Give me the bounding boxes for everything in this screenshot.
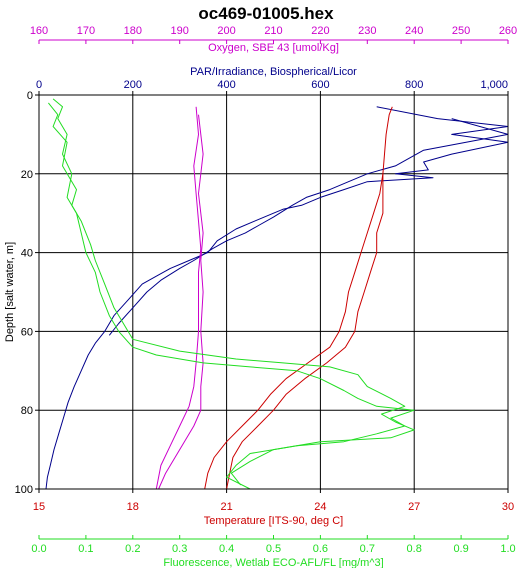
y-tick-label: 100	[15, 484, 33, 496]
oxygen-tick-label: 220	[311, 25, 329, 37]
oxygen-profile-line	[155, 106, 202, 490]
y-tick-label: 60	[21, 326, 33, 338]
y-tick-label: 20	[21, 169, 33, 181]
oxygen-tick-label: 260	[499, 25, 517, 37]
oxygen-tick-label: 180	[124, 25, 142, 37]
fluorescence-tick-label: 0.9	[453, 543, 468, 555]
fluorescence-tick-label: 0.5	[266, 543, 281, 555]
fluorescence-tick-label: 0.7	[360, 543, 375, 555]
fluorescence-tick-label: 0.1	[78, 543, 93, 555]
fluorescence-tick-label: 0.6	[313, 543, 328, 555]
oxygen-tick-label: 230	[358, 25, 376, 37]
temperature-profile-line	[204, 106, 393, 490]
temperature-tick-label: 18	[127, 501, 139, 513]
temperature-tick-label: 27	[408, 501, 420, 513]
oxygen-tick-label: 190	[171, 25, 189, 37]
temperature-tick-label: 21	[220, 501, 232, 513]
oxygen-axis-label: Oxygen, SBE 43 [umol/Kg]	[208, 42, 339, 54]
fluorescence-profile-line	[48, 102, 415, 486]
fluorescence-tick-label: 0.4	[219, 543, 234, 555]
data-series	[45, 98, 509, 490]
oxygen-tick-label: 210	[264, 25, 282, 37]
par-tick-label: 400	[217, 79, 235, 91]
y-axis-label: Depth [salt water, m]	[4, 242, 16, 342]
fluorescence-tick-label: 1.0	[500, 543, 515, 555]
temperature-profile-line	[226, 173, 384, 490]
oxygen-tick-label: 160	[30, 25, 48, 37]
plot-frame	[38, 94, 509, 490]
oxygen-tick-label: 200	[217, 25, 235, 37]
temperature-tick-label: 24	[314, 501, 326, 513]
temperature-tick-label: 15	[33, 501, 45, 513]
par-profile-line	[45, 106, 509, 490]
oxygen-profile-line	[158, 114, 204, 490]
par-tick-label: 800	[405, 79, 423, 91]
fluorescence-tick-label: 0.8	[407, 543, 422, 555]
y-tick-label: 80	[21, 405, 33, 417]
temperature-tick-label: 30	[502, 501, 514, 513]
par-profile-line	[108, 118, 509, 336]
par-tick-label: 0	[36, 79, 42, 91]
temperature-axis-label: Temperature [ITS-90, deg C]	[204, 515, 343, 527]
oxygen-tick-label: 240	[405, 25, 423, 37]
y-tick-label: 0	[27, 90, 33, 102]
oxygen-tick-label: 170	[77, 25, 95, 37]
par-axis-label: PAR/Irradiance, Biospherical/Licor	[190, 66, 357, 78]
par-tick-label: 1,000	[480, 79, 508, 91]
chart-title: oc469-01005.hex	[198, 4, 334, 23]
fluorescence-tick-label: 0.0	[31, 543, 46, 555]
par-tick-label: 600	[311, 79, 329, 91]
fluorescence-tick-label: 0.2	[125, 543, 140, 555]
fluorescence-tick-label: 0.3	[172, 543, 187, 555]
y-tick-label: 40	[21, 248, 33, 260]
oxygen-tick-label: 250	[452, 25, 470, 37]
par-tick-label: 200	[124, 79, 142, 91]
grid-lines	[39, 95, 508, 489]
fluorescence-axis-label: Fluorescence, Wetlab ECO-AFL/FL [mg/m^3]	[163, 557, 383, 568]
fluorescence-profile-line	[52, 98, 415, 490]
